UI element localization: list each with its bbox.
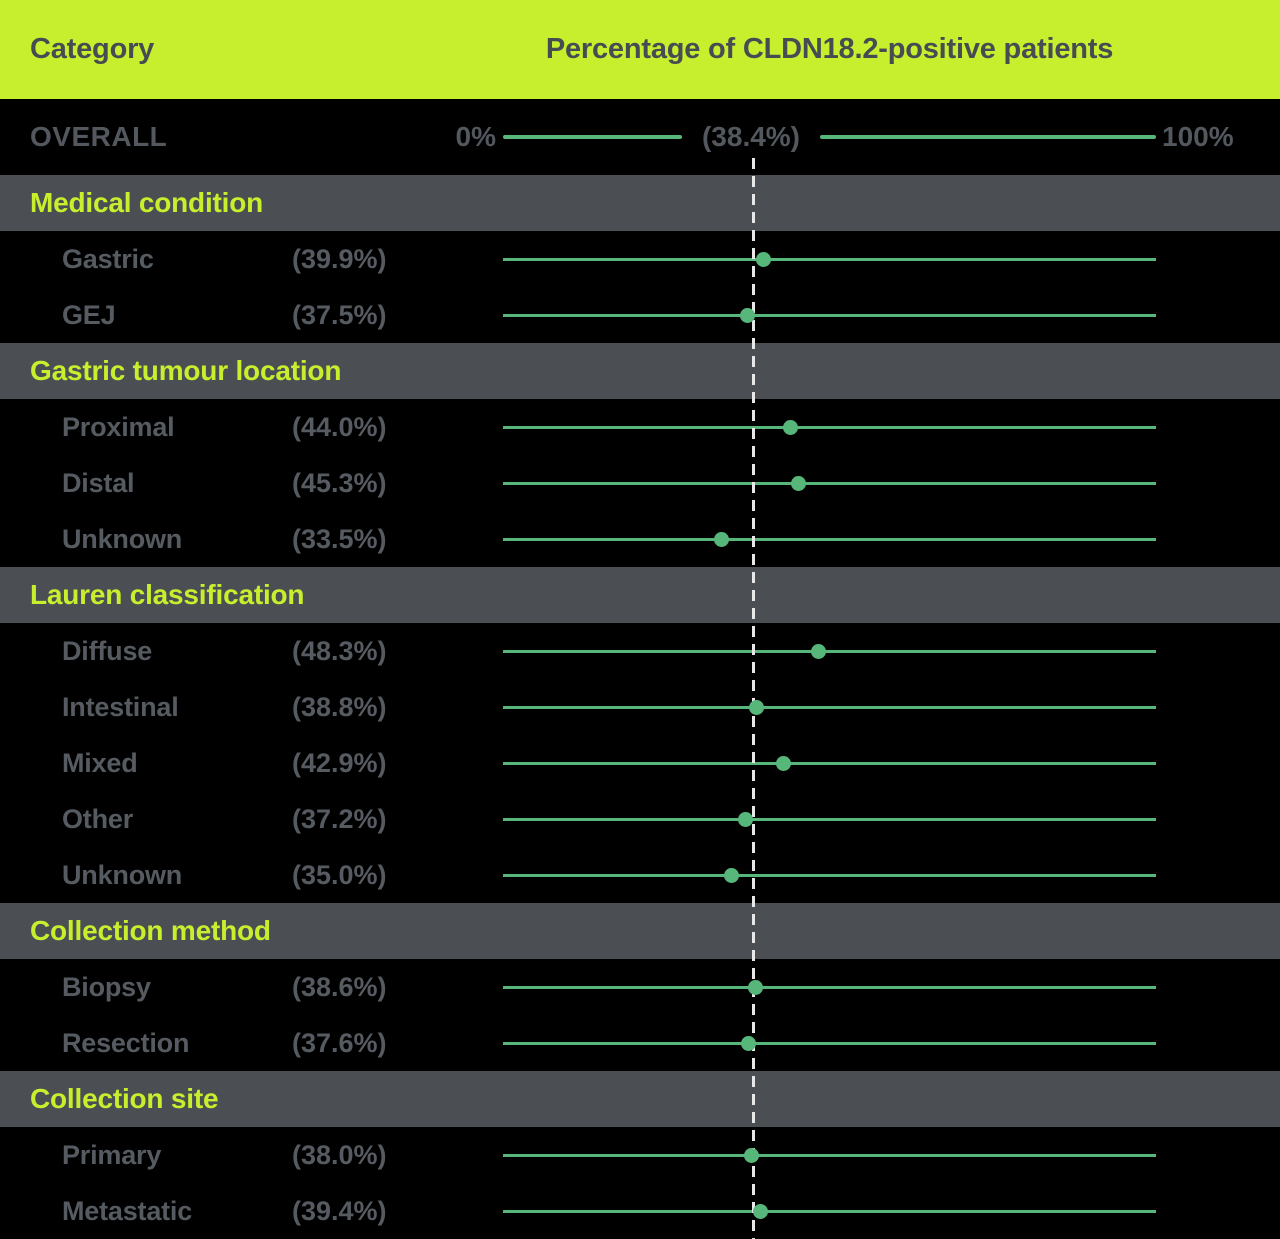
row-label: Gastric (62, 244, 154, 274)
data-row: Biopsy (38.6%) (0, 959, 1280, 1015)
data-row: Unknown (35.0%) (0, 847, 1280, 903)
row-label: Primary (62, 1140, 162, 1170)
axis-line-right (820, 135, 1156, 139)
overall-axis-row: OVERALL 0% (38.4%) 100% (0, 99, 1280, 175)
row-range-line (503, 1154, 1156, 1157)
section-title: Medical condition (30, 187, 264, 218)
row-label: Mixed (62, 748, 138, 778)
row-label: Intestinal (62, 692, 179, 722)
row-range-line (503, 538, 1156, 541)
data-row: Intestinal (38.8%) (0, 679, 1280, 735)
row-range-line (503, 314, 1156, 317)
row-range-line (503, 706, 1156, 709)
data-row: Unknown (33.5%) (0, 511, 1280, 567)
row-range-line (503, 650, 1156, 653)
row-value-label: (37.6%) (292, 1028, 387, 1058)
row-range-line (503, 986, 1156, 989)
value-dot (740, 308, 756, 323)
row-range-line (503, 818, 1156, 821)
row-value-label: (45.3%) (292, 468, 387, 498)
data-row: Gastric (39.9%) (0, 231, 1280, 287)
data-row: Other (37.2%) (0, 791, 1280, 847)
overall-value-label: (38.4%) (701, 121, 801, 152)
row-range-line (503, 762, 1156, 765)
row-value-label: (39.9%) (292, 244, 387, 274)
section-title: Collection method (30, 915, 271, 946)
section-title: Lauren classification (30, 579, 305, 610)
axis-tick-max: 100% (1162, 121, 1234, 152)
section-header: Medical condition (0, 175, 1280, 231)
value-dot (756, 252, 772, 267)
value-dot (743, 1148, 759, 1163)
row-value-label: (35.0%) (292, 860, 387, 890)
value-dot (714, 532, 730, 547)
row-label: Distal (62, 468, 135, 498)
row-value-label: (38.8%) (292, 692, 387, 722)
data-row: Mixed (42.9%) (0, 735, 1280, 791)
table-header: Category Percentage of CLDN18.2-positive… (0, 0, 1280, 99)
row-label: Resection (62, 1028, 190, 1058)
row-label: Unknown (62, 524, 183, 554)
row-label: Other (62, 804, 134, 834)
row-range-line (503, 874, 1156, 877)
section-header: Gastric tumour location (0, 343, 1280, 399)
section-title: Gastric tumour location (30, 355, 342, 386)
row-value-label: (38.0%) (292, 1140, 387, 1170)
row-label: Diffuse (62, 636, 153, 666)
row-value-label: (42.9%) (292, 748, 387, 778)
axis-tick-min: 0% (455, 121, 496, 152)
row-range-line (503, 258, 1156, 261)
row-value-label: (39.4%) (292, 1196, 387, 1226)
axis-line-left (503, 135, 682, 139)
overall-reference-dashed-line (752, 158, 756, 1239)
value-column-header: Percentage of CLDN18.2-positive patients (545, 33, 1114, 65)
row-range-line (503, 1210, 1156, 1213)
row-value-label: (38.6%) (292, 972, 387, 1002)
data-row: Distal (45.3%) (0, 455, 1280, 511)
value-dot (748, 700, 764, 715)
data-row: Proximal (44.0%) (0, 399, 1280, 455)
value-dot (738, 812, 754, 827)
data-row: Primary (38.0%) (0, 1127, 1280, 1183)
value-dot (810, 644, 826, 659)
row-value-label: (48.3%) (292, 636, 387, 666)
section-header: Collection site (0, 1071, 1280, 1127)
data-row: GEJ (37.5%) (0, 287, 1280, 343)
value-dot (782, 420, 798, 435)
row-label: Biopsy (62, 972, 151, 1002)
data-row: Diffuse (48.3%) (0, 623, 1280, 679)
data-row: Metastatic (39.4%) (0, 1183, 1280, 1239)
row-range-line (503, 1042, 1156, 1045)
value-dot (741, 1036, 757, 1051)
overall-label: OVERALL (30, 121, 168, 152)
row-value-label: (37.5%) (292, 300, 387, 330)
value-dot (747, 980, 763, 995)
data-row: Resection (37.6%) (0, 1015, 1280, 1071)
row-label: Metastatic (62, 1196, 193, 1226)
category-column-header: Category (30, 33, 155, 65)
value-dot (791, 476, 807, 491)
value-dot (724, 868, 740, 883)
row-label: Proximal (62, 412, 175, 442)
section-title: Collection site (30, 1083, 219, 1114)
table-body: Medical condition Gastric (39.9%) GEJ (37.5%… (0, 175, 1280, 1239)
row-label: GEJ (62, 300, 116, 330)
row-label: Unknown (62, 860, 183, 890)
row-range-line (503, 482, 1156, 485)
row-value-label: (33.5%) (292, 524, 387, 554)
row-value-label: (37.2%) (292, 804, 387, 834)
value-dot (775, 756, 791, 771)
section-header: Lauren classification (0, 567, 1280, 623)
section-header: Collection method (0, 903, 1280, 959)
value-dot (752, 1204, 768, 1219)
row-range-line (503, 426, 1156, 429)
row-value-label: (44.0%) (292, 412, 387, 442)
